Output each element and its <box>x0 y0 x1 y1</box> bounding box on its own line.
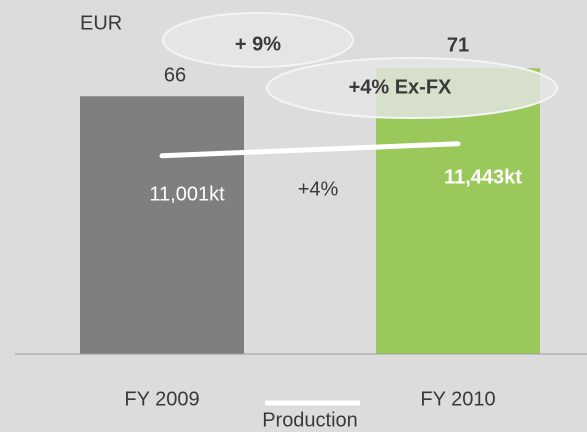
x-tick-label: FY 2009 <box>124 388 199 410</box>
line-value-label: 11,001kt <box>149 183 225 205</box>
production-line <box>159 141 461 159</box>
bar-value-label: 71 <box>447 35 469 57</box>
legend-label: Production <box>262 409 358 431</box>
annotation-bubble <box>266 57 558 119</box>
x-tick-label: FY 2010 <box>420 388 495 410</box>
annotation: +4% <box>298 178 339 200</box>
line-value-label: 11,443kt <box>444 166 522 188</box>
bar-value-label: 66 <box>164 65 186 87</box>
bar <box>80 96 244 354</box>
axis-unit: EUR <box>80 12 122 34</box>
annotation: +4% Ex-FX <box>349 76 452 98</box>
annotation: + 9% <box>235 33 281 55</box>
annotation-bubble <box>162 12 354 68</box>
